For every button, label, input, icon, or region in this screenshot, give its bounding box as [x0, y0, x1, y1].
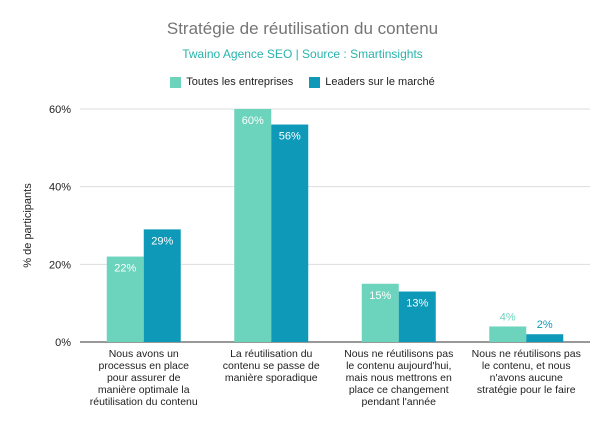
data-label: 15%	[369, 290, 391, 302]
bar	[398, 291, 436, 342]
data-label: 29%	[151, 235, 173, 247]
data-label: 56%	[279, 131, 301, 143]
x-tick-label: le contenu, et nous	[482, 360, 571, 372]
x-tick-label: Nous ne réutilisons pas	[472, 348, 581, 360]
y-axis-label: % de participants	[22, 183, 34, 268]
legend-label-all: Toutes les entreprises	[186, 76, 294, 88]
data-label: 13%	[406, 298, 428, 310]
x-tick-label: Nous avons un	[109, 348, 179, 360]
x-tick-label: Nous ne réutilisons pas	[344, 348, 453, 360]
x-tick-label: place ce changement	[349, 384, 449, 396]
chart-legend: Toutes les entreprises Leaders sur le ma…	[0, 76, 605, 88]
chart-title: Stratégie de réutilisation du contenu	[166, 19, 439, 38]
y-tick-label: 20%	[49, 259, 71, 271]
x-tick-label: pour assurer de	[107, 372, 181, 384]
x-tick-label: pendant l'année	[362, 396, 437, 408]
chart-subtitle: Twaino Agence SEO | Source : Smartinsigh…	[182, 47, 423, 61]
data-label: 60%	[242, 115, 264, 127]
x-tick-label: manière sporadique	[225, 372, 318, 384]
data-label: 2%	[537, 319, 553, 331]
bar	[489, 326, 527, 342]
y-tick-label: 0%	[55, 337, 71, 349]
x-tick-label: stratégie pour le faire	[477, 384, 576, 396]
legend-label-leaders: Leaders sur le marché	[325, 76, 435, 88]
bar	[361, 283, 399, 342]
x-tick-label: manière optimale la	[98, 384, 190, 396]
bar	[271, 124, 309, 343]
x-tick-label: n'avons aucune	[490, 372, 563, 384]
legend-item-all: Toutes les entreprises	[170, 76, 293, 88]
x-tick-label: réutilisation du contenu	[90, 396, 198, 408]
data-label: 22%	[114, 263, 136, 275]
legend-item-leaders: Leaders sur le marché	[309, 76, 435, 88]
x-tick-label: mais nous mettrons en	[346, 372, 452, 384]
x-tick-label: La réutilisation du	[230, 348, 312, 360]
x-tick-label: le contenu aujourd'hui,	[346, 360, 451, 372]
bar	[143, 229, 181, 342]
x-tick-label: processus en place	[99, 360, 190, 372]
x-tick-label: contenu se passe de	[223, 360, 320, 372]
bar	[234, 109, 272, 342]
bar	[526, 334, 564, 342]
legend-swatch-leaders	[309, 76, 321, 88]
data-label: 4%	[500, 311, 516, 323]
y-tick-label: 60%	[49, 104, 71, 116]
legend-swatch-all	[170, 76, 182, 88]
bar	[106, 256, 144, 342]
y-tick-label: 40%	[49, 182, 71, 194]
